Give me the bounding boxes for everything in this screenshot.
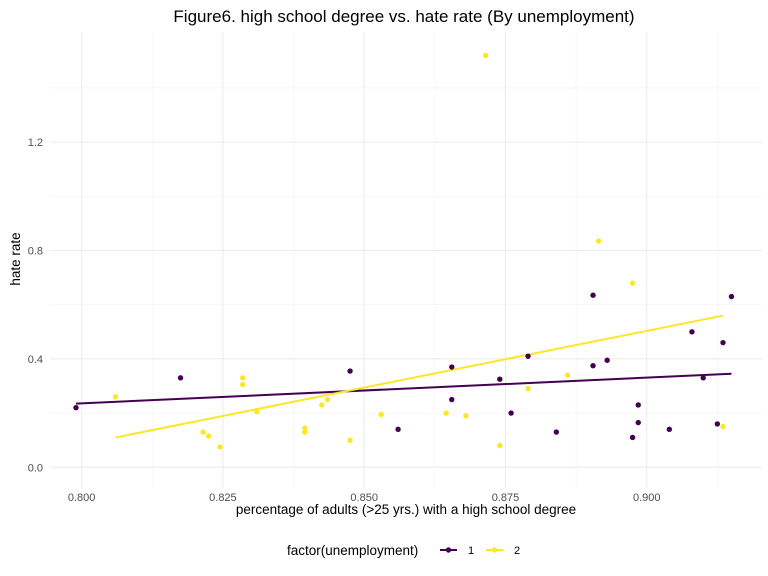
y-tick-label: 0.0 [28,462,43,474]
data-point-series-2 [497,442,503,449]
data-point-series-1 [177,375,184,381]
data-point-series-2 [112,394,119,400]
y-tick-label: 1.2 [28,137,43,149]
y-tick-label: 0.8 [28,246,43,258]
data-point-series-2 [378,411,384,418]
y-axis-ticks: 0.0 0.4 0.8 1.2 [28,137,43,474]
data-point-series-1 [449,364,455,370]
data-point-series-1 [714,421,721,427]
data-point-series-1 [449,396,455,403]
data-point-series-2 [217,444,223,450]
x-tick-label: 0.850 [350,492,378,504]
chart-title: Figure6. high school degree vs. hate rat… [173,7,634,26]
legend: factor(unemployment) 1 2 [287,543,520,558]
data-point-series-1 [590,362,596,369]
data-point-series-2 [463,413,469,419]
data-point-series-1 [666,426,673,433]
data-point-series-1 [728,293,735,300]
data-point-series-1 [604,357,610,363]
data-point-series-1 [497,376,503,382]
data-point-series-2 [239,381,246,388]
data-point-series-2 [200,429,206,435]
grid-lines [50,32,762,488]
trend-lines [75,314,732,439]
data-point-series-2 [482,52,489,59]
data-point-series-2 [302,425,308,431]
data-point-series-1 [635,419,641,426]
data-point-series-2 [302,429,308,435]
data-point-series-1 [720,339,726,346]
data-point-series-1 [347,368,353,374]
x-tick-label: 0.800 [68,492,96,504]
trend-line-series-2 [115,314,724,439]
data-point-series-1 [73,404,79,411]
data-point-series-1 [525,353,531,359]
legend-key-point-2 [491,547,498,553]
legend-title: factor(unemployment) [287,543,418,558]
data-point-series-2 [206,433,212,439]
data-point-series-1 [629,434,636,441]
data-point-series-2 [239,375,246,381]
x-tick-label: 0.825 [209,492,237,504]
legend-label-1: 1 [468,545,474,557]
data-point-series-2 [324,396,331,403]
data-point-series-2 [525,385,531,392]
data-point-series-1 [689,329,695,335]
data-point-series-2 [720,423,726,430]
data-point-series-2 [629,280,636,286]
x-axis-ticks: 0.800 0.825 0.850 0.875 0.900 [68,492,661,504]
x-axis-title: percentage of adults (>25 yrs.) with a h… [236,502,576,517]
trend-line-series-1 [75,372,732,405]
data-point-series-2 [443,410,449,416]
data-point-series-1 [700,375,706,381]
legend-key-point-1 [445,547,452,553]
data-point-series-1 [553,429,560,435]
data-point-series-2 [347,437,353,443]
x-tick-label: 0.900 [633,492,661,504]
y-axis-title: hate rate [8,232,23,285]
data-points [73,52,735,450]
x-tick-label: 0.875 [492,492,520,504]
data-point-series-2 [319,402,325,408]
data-point-series-1 [508,410,514,416]
data-point-series-1 [395,426,401,433]
data-point-series-2 [564,372,571,378]
data-point-series-1 [635,402,641,408]
data-point-series-2 [595,238,602,244]
data-point-series-1 [590,292,596,298]
data-point-series-2 [254,409,260,415]
y-tick-label: 0.4 [28,354,43,366]
legend-label-2: 2 [514,545,520,557]
